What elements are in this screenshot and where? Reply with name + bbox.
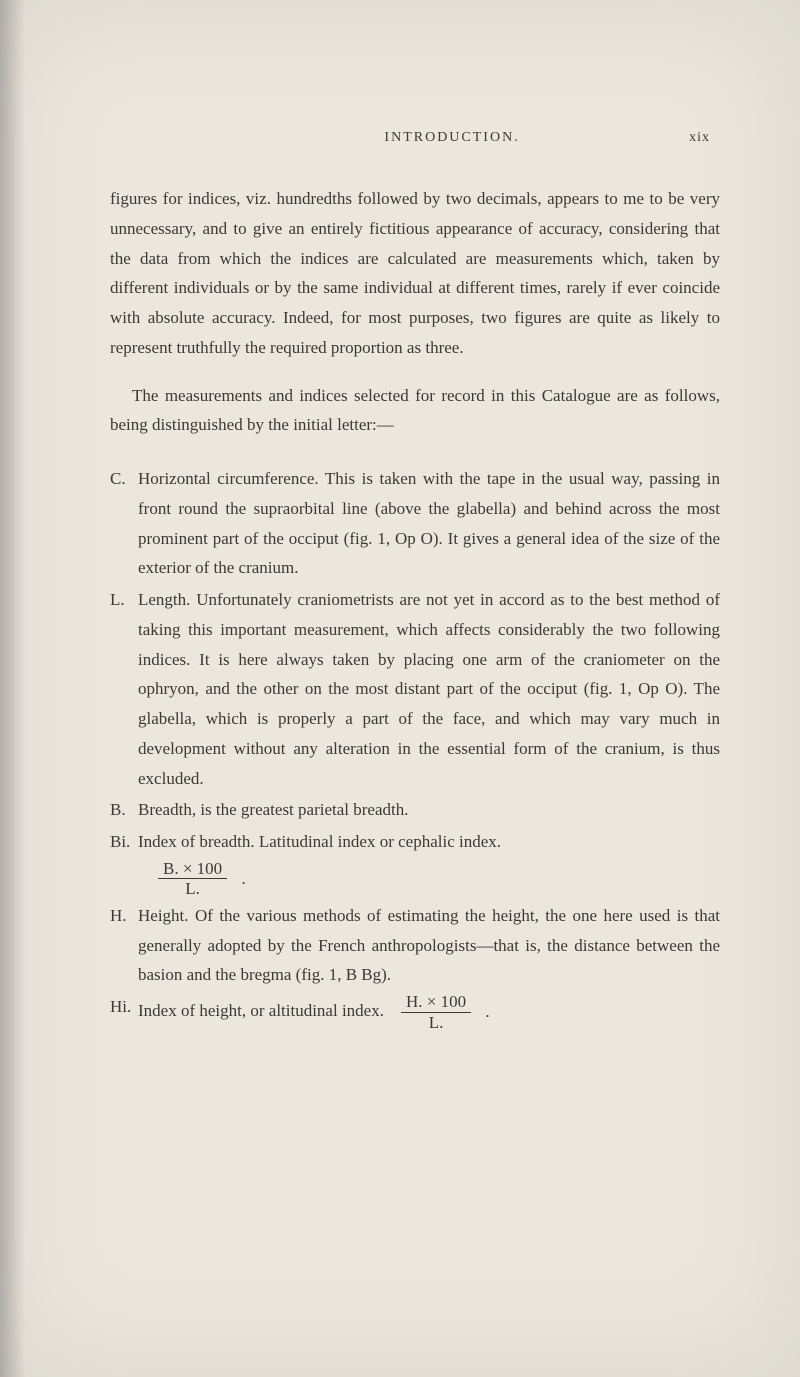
page-header: INTRODUCTION. xix: [110, 130, 720, 146]
def-item-height: H. Height. Of the various methods of est…: [110, 901, 720, 990]
denominator-hi: L.: [401, 1013, 471, 1033]
def-item-breadth: B. Breadth, is the greatest parietal bre…: [110, 795, 720, 825]
formula-breadth-index: B. × 100 L. .: [110, 859, 720, 899]
def-label-bi: Bi.: [110, 827, 138, 857]
denominator-bi: L.: [158, 879, 227, 899]
paragraph-1: figures for indices, viz. hundredths fol…: [110, 184, 720, 363]
hi-intro-text: Index of height, or altitudinal index.: [138, 1001, 384, 1020]
def-item-circumference: C. Horizontal circumference. This is tak…: [110, 464, 720, 583]
period-bi: .: [241, 864, 245, 894]
definition-list: C. Horizontal circumference. This is tak…: [110, 464, 720, 1032]
def-text-hi: Index of height, or altitudinal index. H…: [138, 992, 720, 1032]
numerator-hi: H. × 100: [401, 992, 471, 1013]
header-title: INTRODUCTION.: [120, 130, 689, 146]
def-text-c: Horizontal circumference. This is taken …: [138, 464, 720, 583]
numerator-bi: B. × 100: [158, 859, 227, 880]
paragraph-2: The measurements and indices selected fo…: [110, 381, 720, 441]
def-label-hi: Hi.: [110, 992, 138, 1032]
fraction-hi: H. × 100 L.: [401, 992, 471, 1032]
page-left-shadow: [0, 0, 25, 1377]
def-item-height-index: Hi. Index of height, or altitudinal inde…: [110, 992, 720, 1032]
def-label-h: H.: [110, 901, 138, 990]
fraction-bi: B. × 100 L.: [158, 859, 227, 899]
def-label-l: L.: [110, 585, 138, 793]
def-text-bi: Index of breadth. Latitudinal index or c…: [138, 827, 720, 857]
period-hi: .: [485, 997, 489, 1027]
def-item-breadth-index: Bi. Index of breadth. Latitudinal index …: [110, 827, 720, 857]
def-text-h: Height. Of the various methods of estima…: [138, 901, 720, 990]
def-text-b: Breadth, is the greatest parietal breadt…: [138, 795, 720, 825]
def-item-length: L. Length. Unfortunately craniometrists …: [110, 585, 720, 793]
def-label-b: B.: [110, 795, 138, 825]
page-container: INTRODUCTION. xix figures for indices, v…: [0, 0, 800, 1377]
def-text-l: Length. Unfortunately craniometrists are…: [138, 585, 720, 793]
def-label-c: C.: [110, 464, 138, 583]
page-number: xix: [689, 130, 710, 146]
